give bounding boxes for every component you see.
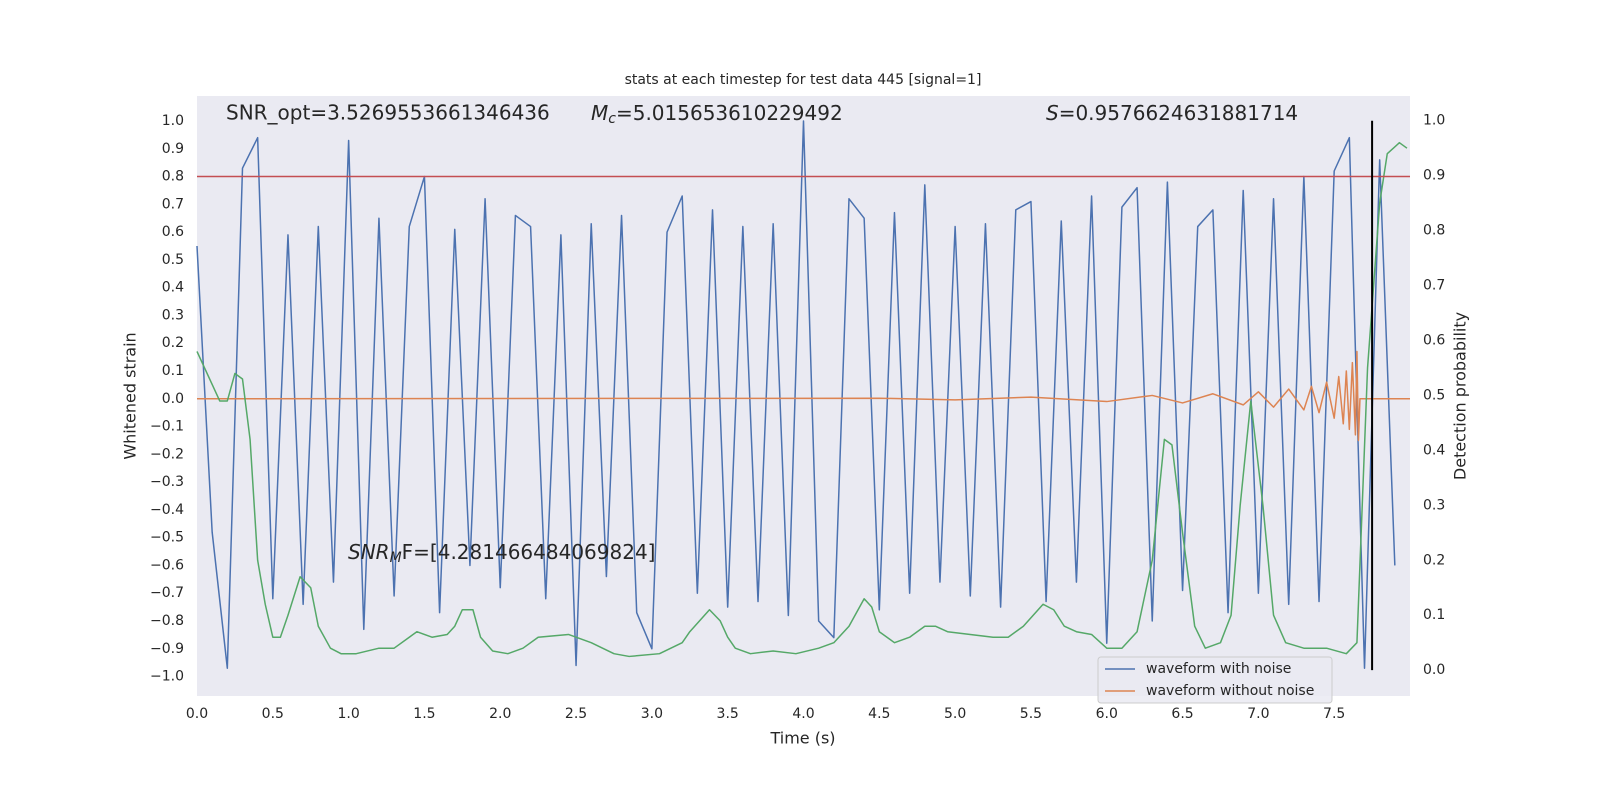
y-tick-label: −0.3 (150, 474, 184, 490)
annotation: SNR_opt=3.5269553661346436 (226, 101, 550, 125)
y-tick-label: −0.9 (150, 641, 184, 657)
y2-tick-label: 0.6 (1423, 333, 1445, 349)
x-tick-label: 7.0 (1247, 706, 1269, 722)
x-tick-label: 3.0 (641, 706, 663, 722)
y-tick-label: −0.1 (150, 419, 184, 435)
chart-title: stats at each timestep for test data 445… (625, 72, 982, 88)
y2-tick-label: 0.9 (1423, 168, 1445, 184)
y2-tick-label: 0.3 (1423, 497, 1445, 513)
annotation: SNRMF=[4.281466484069824] (348, 540, 655, 567)
y-tick-label: 0.8 (162, 169, 184, 185)
y-tick-label: −0.4 (150, 502, 184, 518)
y2-tick-label: 0.1 (1423, 607, 1445, 623)
series-line (196, 120, 1396, 669)
y2-tick-label: 0.5 (1423, 387, 1445, 403)
x-tick-label: 6.5 (1171, 706, 1193, 722)
y2-axis-label: Detection probability (1451, 312, 1470, 480)
x-tick-label: 0.0 (186, 706, 208, 722)
x-tick-label: 0.5 (262, 706, 284, 722)
x-tick-label: 2.0 (489, 706, 511, 722)
y-tick-label: −0.7 (150, 585, 184, 601)
x-tick-label: 4.0 (792, 706, 814, 722)
annotation-symbol: M (591, 101, 608, 125)
y-tick-label: −1.0 (150, 669, 184, 685)
y-tick-label: 0.2 (162, 335, 184, 351)
annotation-text: F=[4.281466484069824] (402, 540, 656, 564)
y2-tick-label: 1.0 (1423, 113, 1445, 129)
y-tick-label: 0.0 (162, 391, 184, 407)
series-line (196, 141, 1408, 658)
x-tick-label: 2.5 (565, 706, 587, 722)
legend: waveform with noise waveform without noi… (1097, 656, 1333, 704)
y-tick-label: 1.0 (162, 113, 184, 129)
y2-tick-label: 0.4 (1423, 442, 1445, 458)
y-tick-label: 0.6 (162, 224, 184, 240)
y-tick-label: 0.1 (162, 363, 184, 379)
y-tick-label: −0.5 (150, 530, 184, 546)
annotation-text: =5.015653610229492 (616, 101, 843, 125)
x-tick-label: 6.0 (1096, 706, 1118, 722)
annotation-text: =0.9576624631881714 (1059, 101, 1298, 125)
x-tick-label: 7.5 (1323, 706, 1345, 722)
x-tick-label: 1.0 (337, 706, 359, 722)
labels: 0.0 0.5 1.0 1.5 2.0 2.5 3.0 3.5 4.0 4.5 5.0 5.5 6.0 6… (150, 113, 1445, 722)
series-line (196, 350, 1410, 442)
y-tick-label: −0.6 (150, 557, 184, 573)
x-tick-label: 5.0 (944, 706, 966, 722)
x-axis-label: Time (s) (769, 729, 835, 748)
annotation-symbol: SNR (348, 540, 390, 564)
x-tick-label: 3.5 (717, 706, 739, 722)
annotation: S=0.9576624631881714 (1046, 101, 1298, 125)
y-tick-label: 0.4 (162, 280, 184, 296)
x-tick-label: 4.5 (868, 706, 890, 722)
legend-label: waveform with noise (1146, 661, 1291, 677)
y2-tick-label: 0.2 (1423, 552, 1445, 568)
y-tick-label: 0.5 (162, 252, 184, 268)
y-tick-label: 0.7 (162, 196, 184, 212)
annotation-sub: M (390, 550, 402, 566)
legend-label: waveform without noise (1146, 683, 1314, 699)
y2-tick-label: 0.7 (1423, 278, 1445, 294)
marks (196, 120, 1410, 671)
annotation-symbol: S (1046, 101, 1059, 125)
y-tick-label: 0.9 (162, 141, 184, 157)
y-tick-label: −0.8 (150, 613, 184, 629)
x-tick-label: 1.5 (413, 706, 435, 722)
y-axis-label: Whitened strain (121, 332, 140, 459)
annotation-sub: c (608, 111, 616, 127)
y2-tick-label: 0.0 (1423, 662, 1445, 678)
x-tick-label: 5.5 (1020, 706, 1042, 722)
legend-box (1097, 656, 1333, 704)
y2-tick-label: 0.8 (1423, 223, 1445, 239)
y-tick-label: 0.3 (162, 307, 184, 323)
annotation: Mc=5.015653610229492 (591, 101, 843, 128)
y-tick-label: −0.2 (150, 446, 184, 462)
